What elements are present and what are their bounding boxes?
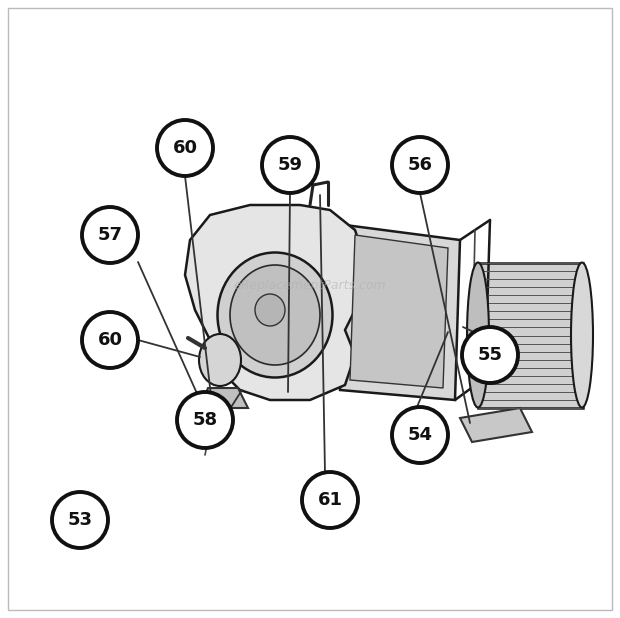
Text: 61: 61 <box>317 491 342 509</box>
Circle shape <box>302 472 358 528</box>
Polygon shape <box>460 408 532 442</box>
Circle shape <box>157 120 213 176</box>
Circle shape <box>52 492 108 548</box>
Ellipse shape <box>571 263 593 407</box>
Ellipse shape <box>230 265 320 365</box>
Circle shape <box>462 327 518 383</box>
Circle shape <box>392 407 448 463</box>
Text: eReplacementParts.com: eReplacementParts.com <box>234 279 386 292</box>
Ellipse shape <box>199 334 241 386</box>
Circle shape <box>82 312 138 368</box>
Polygon shape <box>200 388 248 408</box>
Text: 53: 53 <box>68 511 92 529</box>
Text: 58: 58 <box>192 411 218 429</box>
Bar <box>478 263 583 408</box>
Text: 60: 60 <box>97 331 123 349</box>
Text: 55: 55 <box>477 346 502 364</box>
Circle shape <box>392 137 448 193</box>
Polygon shape <box>350 235 448 388</box>
Ellipse shape <box>218 253 332 378</box>
Circle shape <box>177 392 233 448</box>
Ellipse shape <box>473 329 483 341</box>
Ellipse shape <box>255 294 285 326</box>
Text: 54: 54 <box>407 426 433 444</box>
Text: 59: 59 <box>278 156 303 174</box>
Polygon shape <box>185 205 365 400</box>
Text: 57: 57 <box>97 226 123 244</box>
Text: 56: 56 <box>407 156 433 174</box>
Text: 60: 60 <box>172 139 198 157</box>
Ellipse shape <box>467 263 489 407</box>
Circle shape <box>82 207 138 263</box>
Polygon shape <box>340 225 460 400</box>
Circle shape <box>262 137 318 193</box>
